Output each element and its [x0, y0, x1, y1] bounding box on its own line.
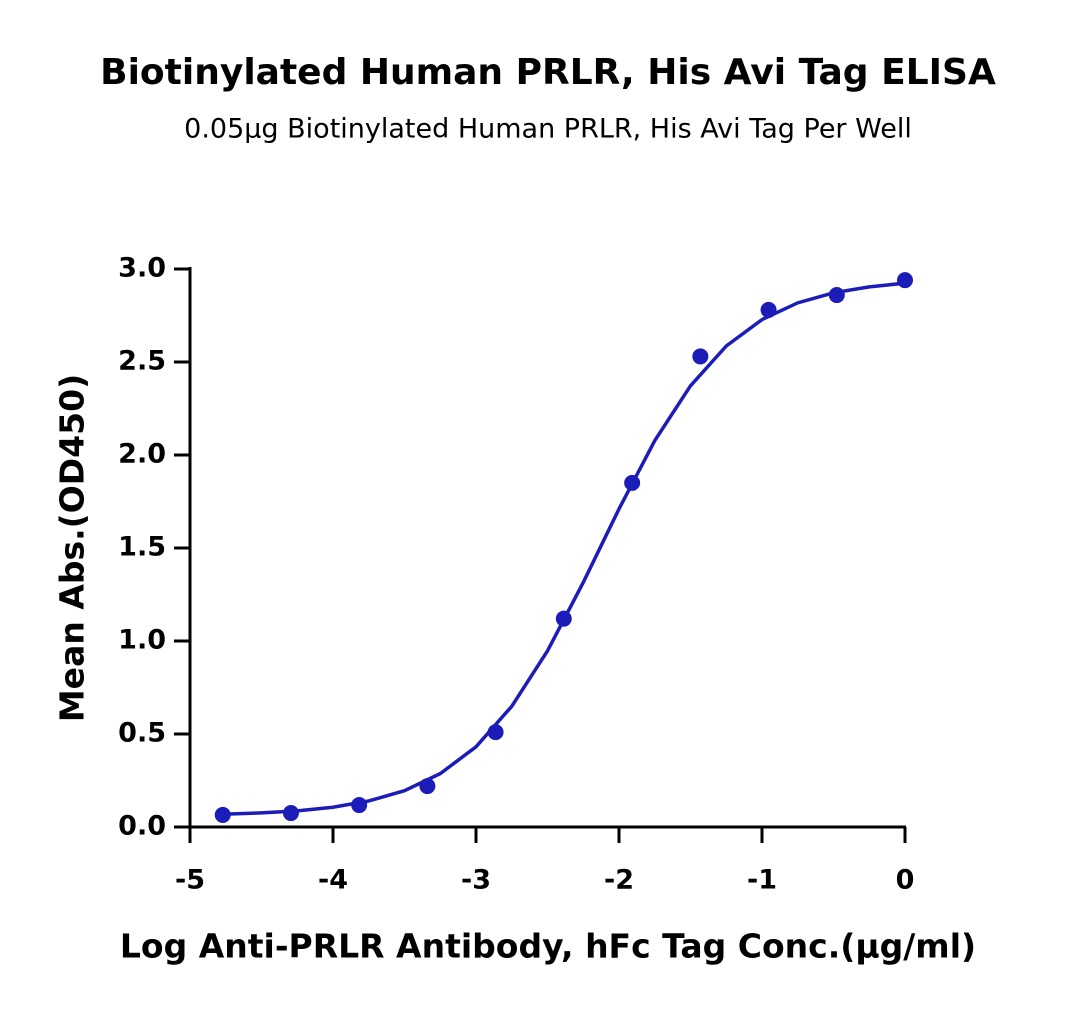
x-tick-label: -2 [604, 865, 634, 896]
data-point [282, 805, 299, 822]
data-point [897, 272, 913, 289]
chart-subtitle: 0.05μg Biotinylated Human PRLR, His Avi … [184, 114, 912, 145]
data-point [692, 348, 709, 365]
x-axis-label: Log Anti-PRLR Antibody, hFc Tag Conc.(μg… [120, 927, 976, 966]
y-tick-label: 0.5 [118, 718, 166, 749]
data-point [624, 474, 641, 491]
fit-curve [225, 281, 906, 816]
x-tick-label: -1 [747, 865, 777, 896]
chart-title: Biotinylated Human PRLR, His Avi Tag ELI… [100, 52, 996, 93]
x-tick-label: -5 [175, 865, 205, 896]
y-axis-label: Mean Abs.(OD450) [53, 374, 92, 722]
y-tick-label: 1.0 [118, 625, 166, 656]
data-point [760, 301, 777, 318]
data-point [555, 610, 572, 627]
data-point [419, 778, 436, 795]
x-tick-label: -4 [318, 865, 348, 896]
x-tick-label: 0 [896, 865, 915, 896]
data-point [351, 797, 368, 814]
y-tick-label: 0.0 [118, 811, 166, 842]
y-tick-label: 3.0 [118, 253, 166, 284]
x-tick-label: -3 [461, 865, 491, 896]
y-tick-label: 2.0 [118, 439, 166, 470]
y-tick-label: 1.5 [118, 532, 166, 563]
data-point [487, 724, 504, 741]
data-point [828, 287, 845, 304]
y-tick-label: 2.5 [118, 346, 166, 377]
data-point [214, 806, 231, 823]
